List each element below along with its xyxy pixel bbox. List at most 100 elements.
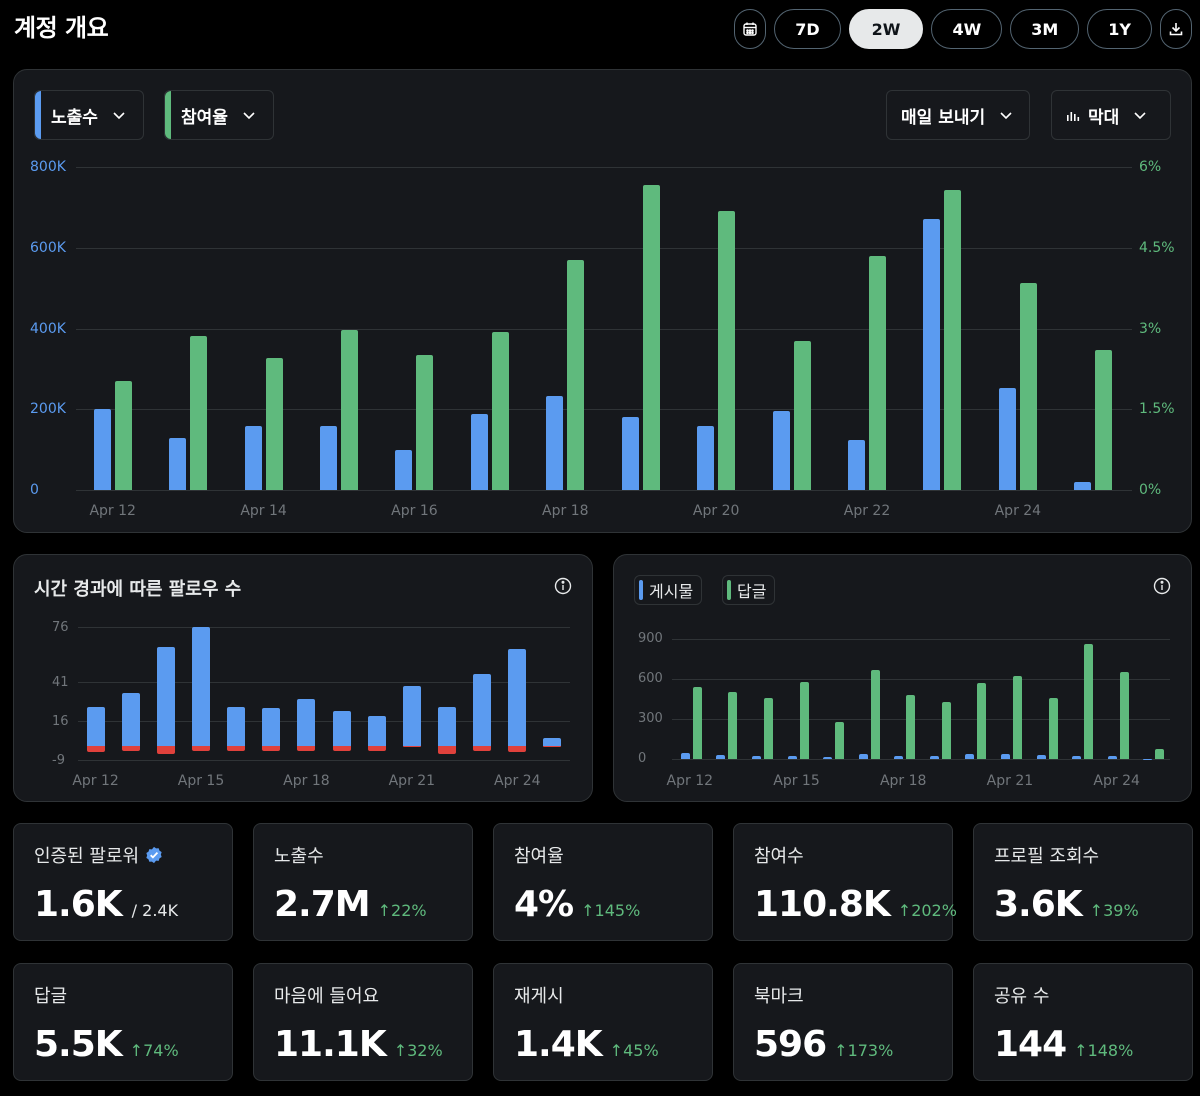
stat-card[interactable]: 프로필 조회수 3.6K ↑39% [973, 823, 1193, 941]
replies-bar [977, 683, 987, 759]
stat-delta: ↑32% [393, 1041, 443, 1060]
grid-line [76, 409, 1132, 411]
stat-label-text: 프로필 조회수 [994, 846, 1100, 867]
stat-delta: ↑22% [377, 901, 427, 920]
stat-card[interactable]: 마음에 들어요 11.1K ↑32% [253, 963, 473, 1081]
engagement-rate-bar [265, 357, 283, 490]
date-range-bar: 7D 2W 4W 3M 1Y [734, 8, 1192, 50]
metric1-selector[interactable]: 노출수 [34, 90, 144, 140]
replies-bar [763, 698, 773, 759]
range-1y-button[interactable]: 1Y [1087, 9, 1152, 49]
engagement-rate-bar [944, 190, 962, 490]
legend-posts[interactable]: 게시물 [634, 575, 703, 605]
grid-line [76, 328, 1132, 330]
grid-line [672, 639, 1170, 640]
range-7d-button[interactable]: 7D [774, 9, 841, 49]
posts-bar [858, 753, 868, 759]
y-tick: 300 [638, 711, 663, 726]
download-button[interactable] [1160, 9, 1192, 49]
x-tick-label: Apr 18 [879, 773, 927, 789]
posts-replies-bar-chart: 0 300 600 900 Apr 12 Apr 15 Apr 18 Apr 21 Apr 24 [614, 555, 1193, 803]
stat-delta: ↑145% [581, 901, 641, 920]
x-tick-label: Apr 24 [1093, 773, 1140, 789]
range-2w-button[interactable]: 2W [848, 9, 924, 49]
y-tick: 900 [638, 631, 663, 646]
calendar-icon [743, 22, 757, 36]
blue-indicator [35, 91, 41, 139]
metric2-selector[interactable]: 참여율 [164, 90, 274, 140]
posts-bar [1072, 756, 1082, 759]
impressions-bar [395, 450, 413, 490]
stat-card[interactable]: 재게시 1.4K ↑45% [493, 963, 713, 1081]
stat-card[interactable]: 답글 5.5K ↑74% [13, 963, 233, 1081]
stat-value-row: 144 ↑148% [994, 1024, 1133, 1065]
main-bar-chart: 0 200K 400K 600K 800K 0% 1.5% 3% 4.5% 6% Apr 12 Apr… [14, 70, 1193, 534]
followers-lost-bar [86, 745, 105, 753]
followers-gained-bar [402, 686, 421, 746]
followers-bar-chart: -9 16 41 76 Apr 12 Apr 15 Apr 18 Apr 21 Apr 24 [14, 555, 594, 803]
stat-value: 5.5K [34, 1024, 123, 1065]
blue-indicator [639, 580, 643, 600]
x-tick-label: Apr 18 [542, 503, 589, 519]
followers-lost-bar [297, 745, 316, 751]
posts-bar [716, 755, 726, 759]
chart-type-selector[interactable]: 막대 [1051, 90, 1171, 140]
grid-line [78, 681, 570, 683]
stat-label: 답글 [34, 982, 67, 1008]
calendar-button[interactable] [734, 9, 767, 49]
info-icon[interactable] [1153, 577, 1171, 595]
stat-value-row: 4% ↑145% [514, 884, 640, 925]
impressions-bar [546, 395, 564, 490]
followers-lost-bar [543, 745, 562, 748]
posts-bar [1107, 756, 1117, 759]
impressions-bar [1074, 481, 1092, 490]
stat-value-row: 3.6K ↑39% [994, 884, 1139, 925]
stat-label: 인증된 팔로워 [34, 842, 163, 868]
stat-total: / 2.4K [131, 901, 179, 920]
posts-bar [1036, 755, 1046, 759]
y-tick-right: 3% [1139, 320, 1162, 337]
stat-label: 공유 수 [994, 982, 1049, 1008]
chevron-down-icon [113, 112, 125, 120]
stat-card[interactable]: 인증된 팔로워 1.6K / 2.4K [13, 823, 233, 941]
y-tick: 0 [638, 751, 647, 766]
stat-delta: ↑148% [1074, 1041, 1134, 1060]
followers-gained-bar [192, 627, 210, 746]
engagement-rate-bar [416, 355, 434, 490]
metric1-label: 노출수 [51, 107, 98, 128]
y-tick-left: 800K [30, 159, 66, 175]
x-tick-label: Apr 20 [692, 503, 740, 519]
stat-label-text: 북마크 [754, 986, 804, 1007]
legend-replies[interactable]: 답글 [722, 575, 776, 605]
stat-value-row: 596 ↑173% [754, 1024, 893, 1065]
stat-card[interactable]: 공유 수 144 ↑148% [973, 963, 1193, 1081]
y-tick-left: 600K [30, 239, 66, 256]
x-tick-label: Apr 18 [283, 773, 330, 789]
stat-label-text: 답글 [34, 986, 68, 1007]
x-tick-label: Apr 12 [666, 773, 714, 789]
y-tick-right: 6% [1139, 159, 1162, 175]
export-daily-selector[interactable]: 매일 보내기 [886, 90, 1030, 140]
followers-gained-bar [543, 738, 562, 746]
stat-value: 1.6K [34, 884, 123, 925]
stat-card[interactable]: 북마크 596 ↑173% [733, 963, 953, 1081]
stat-value: 1.4K [514, 1024, 603, 1065]
range-4w-button[interactable]: 4W [931, 9, 1003, 49]
y-tick: 16 [52, 713, 69, 729]
stat-card[interactable]: 노출수 2.7M ↑22% [253, 823, 473, 941]
stat-value-row: 11.1K ↑32% [274, 1024, 443, 1065]
replies-bar [1155, 749, 1165, 759]
stat-card[interactable]: 참여수 110.8K ↑202% [733, 823, 957, 941]
replies-bar [692, 687, 702, 759]
stat-card[interactable]: 참여율 4% ↑145% [493, 823, 713, 941]
grid-line [672, 719, 1170, 720]
info-icon[interactable] [554, 577, 572, 595]
followers-lost-bar [438, 745, 456, 754]
replies-bar [1012, 676, 1022, 759]
range-3m-button[interactable]: 3M [1010, 9, 1080, 49]
x-tick-label: Apr 15 [773, 773, 820, 789]
impressions-bar [93, 409, 111, 490]
engagement-rate-bar [869, 255, 886, 490]
posts-bar [680, 753, 690, 759]
followers-gained-bar [86, 706, 105, 746]
